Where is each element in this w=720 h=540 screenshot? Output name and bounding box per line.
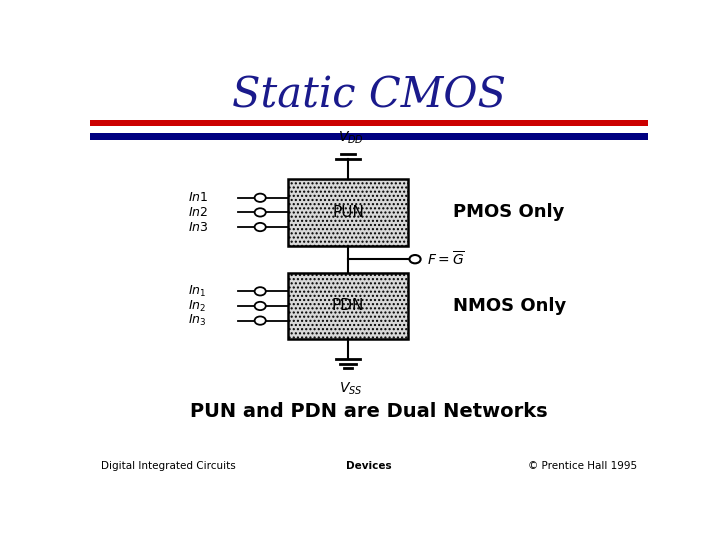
Text: $F = \overline{G}$: $F = \overline{G}$ xyxy=(427,250,465,268)
Circle shape xyxy=(255,223,266,231)
Bar xyxy=(288,179,408,246)
Text: $V_{DD}$: $V_{DD}$ xyxy=(338,130,364,146)
Text: Devices: Devices xyxy=(346,462,392,471)
Text: $In_2$: $In_2$ xyxy=(188,299,206,314)
Circle shape xyxy=(255,208,266,217)
Circle shape xyxy=(255,194,266,202)
Text: PMOS Only: PMOS Only xyxy=(453,204,564,221)
Text: Static CMOS: Static CMOS xyxy=(232,75,506,117)
Circle shape xyxy=(255,316,266,325)
Text: $V_{SS}$: $V_{SS}$ xyxy=(339,380,363,397)
Bar xyxy=(288,273,408,339)
Circle shape xyxy=(255,302,266,310)
Text: NMOS Only: NMOS Only xyxy=(453,297,566,315)
Bar xyxy=(90,133,648,140)
Text: $In_1$: $In_1$ xyxy=(188,284,206,299)
Text: $In2$: $In2$ xyxy=(188,206,208,219)
Text: $In1$: $In1$ xyxy=(188,191,208,204)
Bar xyxy=(90,120,648,126)
Text: Digital Integrated Circuits: Digital Integrated Circuits xyxy=(101,462,236,471)
Text: $In_3$: $In_3$ xyxy=(188,313,206,328)
Text: $In3$: $In3$ xyxy=(188,220,208,233)
Text: PUN: PUN xyxy=(332,205,364,220)
Text: PDN: PDN xyxy=(332,299,364,313)
Circle shape xyxy=(255,287,266,295)
Bar xyxy=(90,131,648,132)
Circle shape xyxy=(410,255,420,264)
Text: © Prentice Hall 1995: © Prentice Hall 1995 xyxy=(528,462,637,471)
Text: PUN and PDN are Dual Networks: PUN and PDN are Dual Networks xyxy=(190,402,548,422)
